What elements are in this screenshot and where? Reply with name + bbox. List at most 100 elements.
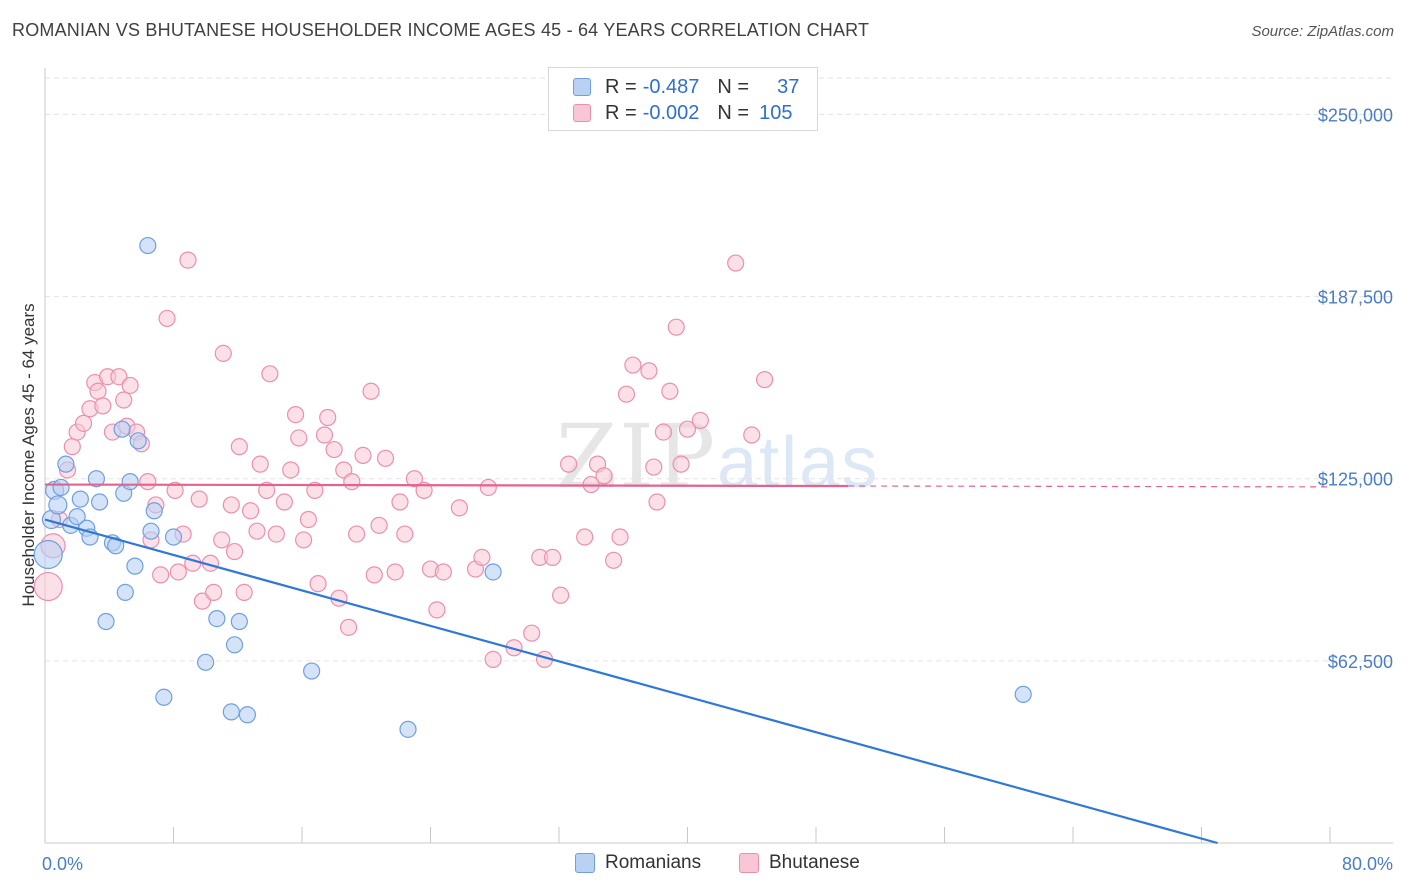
source-label: Source: ZipAtlas.com xyxy=(1251,23,1394,40)
bhutanese-point xyxy=(543,548,562,567)
r-value: -0.487 xyxy=(642,75,700,98)
bhutanese-point xyxy=(230,438,248,456)
bhutanese-point xyxy=(727,254,745,272)
romanians-swatch xyxy=(573,78,591,96)
n-label: N = xyxy=(717,75,750,98)
bhutanese-point xyxy=(576,528,594,546)
series-legend: Romanians Bhutanese xyxy=(0,852,1406,878)
romanians-legend-label: Romanians xyxy=(605,852,702,873)
axes xyxy=(44,68,1393,844)
r-label: R = xyxy=(605,101,637,124)
bhutanese-point xyxy=(667,318,685,336)
bhutanese-point xyxy=(343,473,361,491)
bhutanese-point xyxy=(179,251,197,269)
bhutanese-point xyxy=(365,566,383,584)
romanians-point xyxy=(91,493,109,511)
bhutanese-point xyxy=(640,362,658,380)
bhutanese-point xyxy=(121,376,139,395)
n-label: N = xyxy=(717,101,750,124)
y-tick-label: $250,000 xyxy=(1318,105,1393,125)
bhutanese-point xyxy=(325,440,343,459)
bhutanese-point xyxy=(434,563,452,581)
bhutanese-point xyxy=(450,499,469,517)
bhutanese-point xyxy=(110,368,128,386)
bhutanese-point xyxy=(242,502,260,520)
bhutanese-point xyxy=(139,473,157,491)
bhutanese-point xyxy=(319,408,337,427)
bhutanese-trend-extension xyxy=(848,485,1331,488)
bhutanese-point xyxy=(190,490,208,508)
bhutanese-point xyxy=(74,414,93,432)
bhutanese-point xyxy=(152,566,170,584)
bhutanese-point xyxy=(115,391,133,409)
stats-legend: R = -0.487 N = 37 R = -0.002 N = 105 xyxy=(548,67,818,131)
bhutanese-point xyxy=(205,583,223,601)
bhutanese-point xyxy=(743,426,761,444)
bhutanese-point xyxy=(648,493,666,511)
bhutanese-point xyxy=(335,461,353,479)
bhutanese-point xyxy=(672,455,690,473)
legend-item-romanians[interactable]: Romanians xyxy=(575,852,701,874)
bhutanese-point xyxy=(370,516,388,534)
bhutanese-points xyxy=(33,251,774,669)
bhutanese-point xyxy=(611,528,629,546)
romanians-point xyxy=(155,688,173,706)
romanians-point xyxy=(129,432,147,450)
bhutanese-point xyxy=(405,470,424,488)
bhutanese-point xyxy=(391,493,409,511)
bhutanese-legend-label: Bhutanese xyxy=(769,852,860,873)
r-label: R = xyxy=(605,75,637,98)
romanians-point xyxy=(1014,685,1032,703)
bhutanese-point xyxy=(624,356,642,374)
romanians-point xyxy=(238,706,256,724)
bhutanese-point xyxy=(315,426,334,444)
bhutanese-point xyxy=(348,525,366,543)
bhutanese-point xyxy=(484,650,502,669)
bhutanese-point xyxy=(282,461,300,479)
bhutanese-point xyxy=(251,455,269,473)
bhutanese-point xyxy=(755,371,774,389)
romanians-point xyxy=(139,236,157,255)
romanians-point xyxy=(197,653,215,671)
romanians-point xyxy=(126,557,144,575)
bhutanese-point xyxy=(386,563,404,581)
bhutanese-point xyxy=(552,586,570,604)
y-tick-label: $62,500 xyxy=(1328,652,1393,672)
bhutanese-swatch xyxy=(573,104,591,122)
romanians-point xyxy=(113,420,131,438)
bhutanese-point xyxy=(691,411,709,430)
bhutanese-point xyxy=(678,420,697,438)
bhutanese-point xyxy=(309,575,327,593)
axis-labels: $62,500 $125,000 $187,500 $250,000 0.0% 80.0%… xyxy=(19,105,1393,874)
bhutanese-point xyxy=(63,438,81,456)
bhutanese-point xyxy=(33,571,63,602)
bhutanese-point xyxy=(267,525,285,543)
legend-item-bhutanese[interactable]: Bhutanese xyxy=(739,852,860,874)
bhutanese-point xyxy=(376,449,395,467)
romanians-point xyxy=(57,455,75,473)
r-value: -0.002 xyxy=(642,101,700,124)
bhutanese-point xyxy=(362,382,380,400)
bhutanese-point xyxy=(193,592,212,610)
bhutanese-point xyxy=(339,618,358,636)
romanians-point xyxy=(48,495,68,515)
romanians-point xyxy=(399,720,417,738)
bhutanese-point xyxy=(248,522,266,540)
romanians-point xyxy=(107,537,125,555)
bhutanese-point xyxy=(428,601,446,619)
bhutanese-point xyxy=(299,510,318,529)
romanians-point xyxy=(71,490,89,508)
romanians-point xyxy=(121,473,139,491)
bhutanese-point xyxy=(415,481,433,499)
bhutanese-point xyxy=(523,624,541,642)
bhutanese-point xyxy=(661,382,679,400)
bhutanese-point xyxy=(222,496,240,514)
chart-title: ROMANIAN VS BHUTANESE HOUSEHOLDER INCOME… xyxy=(12,20,870,40)
bhutanese-point xyxy=(213,531,231,549)
romanians-point xyxy=(97,612,115,631)
bhutanese-point xyxy=(654,423,673,441)
bhutanese-point xyxy=(275,493,293,511)
bhutanese-point xyxy=(169,563,187,581)
bhutanese-point xyxy=(473,548,491,567)
